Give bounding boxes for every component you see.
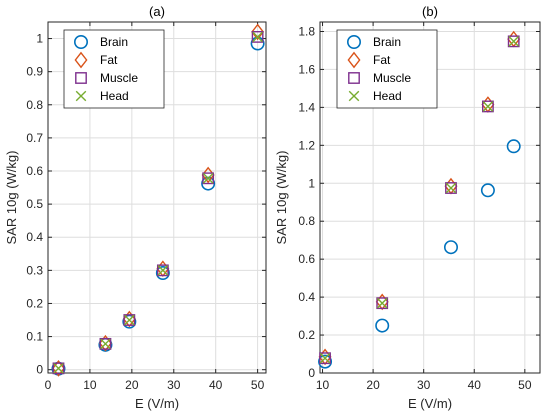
y-tick-label: 0.3 [26,263,43,277]
series-muscle [52,31,264,375]
legend-label: Muscle [373,71,411,85]
y-axis-label: SAR 10g (W/kg) [274,151,289,245]
x-tick-label: 40 [468,378,482,392]
y-tick-label: 0.2 [26,296,43,310]
series-head [319,36,519,364]
data-point [482,101,494,112]
legend-marker [346,34,361,49]
chart-title: (b) [422,4,438,19]
axes-box [47,21,267,374]
y-tick-label: 1 [36,32,43,46]
data-point [376,297,389,310]
data-point [319,352,331,364]
x-axis-label: E (V/m) [135,396,179,411]
data-point [99,337,112,350]
data-point [51,360,65,377]
data-point [506,139,521,154]
x-axis-label: E (V/m) [408,396,452,411]
y-tick-label: 1.8 [298,24,315,38]
x-tick-label: 0 [45,378,52,392]
x-tick-label: 50 [518,378,532,392]
chart-panel-b: 10 20 30 40 50 0 0.2 0.4 0.6 0.8 1 1.2 1.4 1.6 1.8 (b) E… [274,4,541,411]
data-point [445,182,457,194]
y-tick-label: 0.7 [26,131,43,145]
legend-label: Head [100,89,129,103]
chart-title: (a) [149,4,165,19]
series-brain [318,139,521,369]
legend-marker [75,90,87,102]
data-point [507,35,520,48]
data-point [156,264,169,277]
y-tick-label: 0.2 [298,328,315,342]
data-point [155,265,170,280]
legend-marker [348,72,360,84]
data-point [252,31,263,43]
data-point [443,240,458,255]
data-point [100,338,111,350]
data-point [480,183,495,198]
y-tick-label: 0.5 [26,197,43,211]
axes-box [319,21,541,374]
data-point [202,172,214,184]
legend-marker [75,72,87,84]
legend-marker [74,51,88,69]
legend-marker [347,51,361,69]
legend-label: Brain [100,35,128,49]
data-point [445,182,457,194]
data-point [251,31,264,43]
legend-marker [74,34,89,49]
y-tick-label: 0.4 [26,230,43,244]
x-tick-label: 30 [417,378,431,392]
y-tick-label: 0.9 [26,65,43,79]
data-point [508,36,519,47]
y-tick-label: 1.2 [298,138,315,152]
data-point [157,265,169,276]
y-tick-label: 0.6 [298,252,315,266]
data-point [482,100,494,113]
series-head [53,31,263,374]
x-tick-label: 10 [316,378,330,392]
data-point [124,314,135,326]
x-tick-label: 50 [251,378,265,392]
legend: Brain Fat Muscle Head [63,29,165,109]
data-point [318,354,333,369]
data-point [202,172,215,185]
x-tick-label: 20 [366,378,380,392]
y-tick-label: 0.4 [298,290,315,304]
y-tick-label: 0.8 [26,98,43,112]
y-tick-label: 0 [308,366,315,380]
x-tick-label: 20 [125,378,139,392]
x-tick-label: 40 [209,378,223,392]
y-tick-label: 1 [308,176,315,190]
data-point [375,318,390,333]
y-tick-label: 1.4 [298,100,315,114]
y-tick-label: 0.8 [298,214,315,228]
y-axis-label: SAR 10g (W/kg) [4,151,19,245]
series-muscle [319,35,520,365]
data-point [251,23,265,41]
legend-label: Fat [373,53,391,67]
data-point [123,314,136,326]
data-point [319,352,331,365]
legend-label: Fat [100,53,118,67]
legend-marker [348,90,360,102]
chart-panel-a: 0 10 20 30 40 50 0 0.1 0.2 0.3 0.4 0.5 0.6 0.7 0.8 0.9 1… [4,4,267,411]
data-point [53,363,64,374]
data-point [376,297,388,309]
x-tick-label: 10 [83,378,97,392]
y-tick-label: 1.6 [298,62,315,76]
legend: Brain Fat Muscle Head [336,29,438,109]
y-tick-label: 0.6 [26,164,43,178]
legend-label: Head [373,89,402,103]
x-tick-label: 30 [167,378,181,392]
legend-label: Muscle [100,71,138,85]
legend-label: Brain [373,35,401,49]
data-point [52,362,65,375]
y-tick-label: 0 [36,363,43,377]
y-tick-label: 0.1 [26,330,43,344]
